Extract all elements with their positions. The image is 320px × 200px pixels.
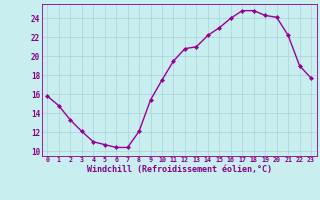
X-axis label: Windchill (Refroidissement éolien,°C): Windchill (Refroidissement éolien,°C) <box>87 165 272 174</box>
